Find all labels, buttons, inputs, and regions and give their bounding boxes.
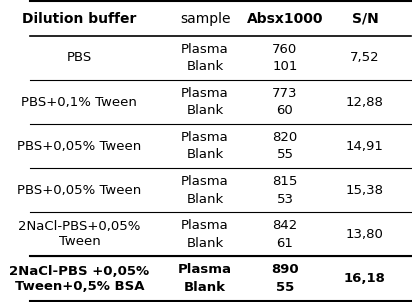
Text: 7,52: 7,52 bbox=[350, 51, 380, 64]
Text: 61: 61 bbox=[276, 237, 293, 250]
Text: Plasma: Plasma bbox=[181, 43, 229, 56]
Text: 820: 820 bbox=[272, 131, 297, 144]
Text: 2NaCl-PBS +0,05%
Tween+0,5% BSA: 2NaCl-PBS +0,05% Tween+0,5% BSA bbox=[9, 265, 150, 293]
Text: PBS+0,1% Tween: PBS+0,1% Tween bbox=[21, 95, 137, 108]
Text: sample: sample bbox=[180, 11, 230, 26]
Text: 60: 60 bbox=[276, 104, 293, 117]
Text: 101: 101 bbox=[272, 60, 298, 73]
Text: 2NaCl-PBS+0,05%
Tween: 2NaCl-PBS+0,05% Tween bbox=[18, 220, 140, 249]
Text: Plasma: Plasma bbox=[181, 87, 229, 100]
Text: Blank: Blank bbox=[186, 193, 224, 206]
Text: Plasma: Plasma bbox=[181, 131, 229, 144]
Text: Dilution buffer: Dilution buffer bbox=[22, 11, 137, 26]
Text: Blank: Blank bbox=[186, 104, 224, 117]
Text: 12,88: 12,88 bbox=[346, 95, 384, 108]
Text: PBS+0,05% Tween: PBS+0,05% Tween bbox=[17, 140, 142, 153]
Text: Plasma: Plasma bbox=[178, 263, 232, 276]
Text: Blank: Blank bbox=[186, 237, 224, 250]
Text: Blank: Blank bbox=[186, 60, 224, 73]
Text: Blank: Blank bbox=[186, 149, 224, 162]
Text: S/N: S/N bbox=[351, 11, 378, 26]
Text: 815: 815 bbox=[272, 175, 298, 188]
Text: Plasma: Plasma bbox=[181, 175, 229, 188]
Text: 760: 760 bbox=[272, 43, 297, 56]
Text: Blank: Blank bbox=[184, 281, 226, 294]
Text: 15,38: 15,38 bbox=[346, 184, 384, 197]
Text: 13,80: 13,80 bbox=[346, 228, 384, 241]
Text: 53: 53 bbox=[276, 193, 293, 206]
Text: PBS+0,05% Tween: PBS+0,05% Tween bbox=[17, 184, 142, 197]
Text: 55: 55 bbox=[276, 281, 294, 294]
Text: 14,91: 14,91 bbox=[346, 140, 384, 153]
Text: 842: 842 bbox=[272, 219, 297, 232]
Text: 55: 55 bbox=[276, 149, 293, 162]
Text: Plasma: Plasma bbox=[181, 219, 229, 232]
Text: 16,18: 16,18 bbox=[344, 272, 386, 285]
Text: Absx1000: Absx1000 bbox=[247, 11, 323, 26]
Text: 773: 773 bbox=[272, 87, 298, 100]
Text: PBS: PBS bbox=[67, 51, 92, 64]
Text: 890: 890 bbox=[271, 263, 299, 276]
